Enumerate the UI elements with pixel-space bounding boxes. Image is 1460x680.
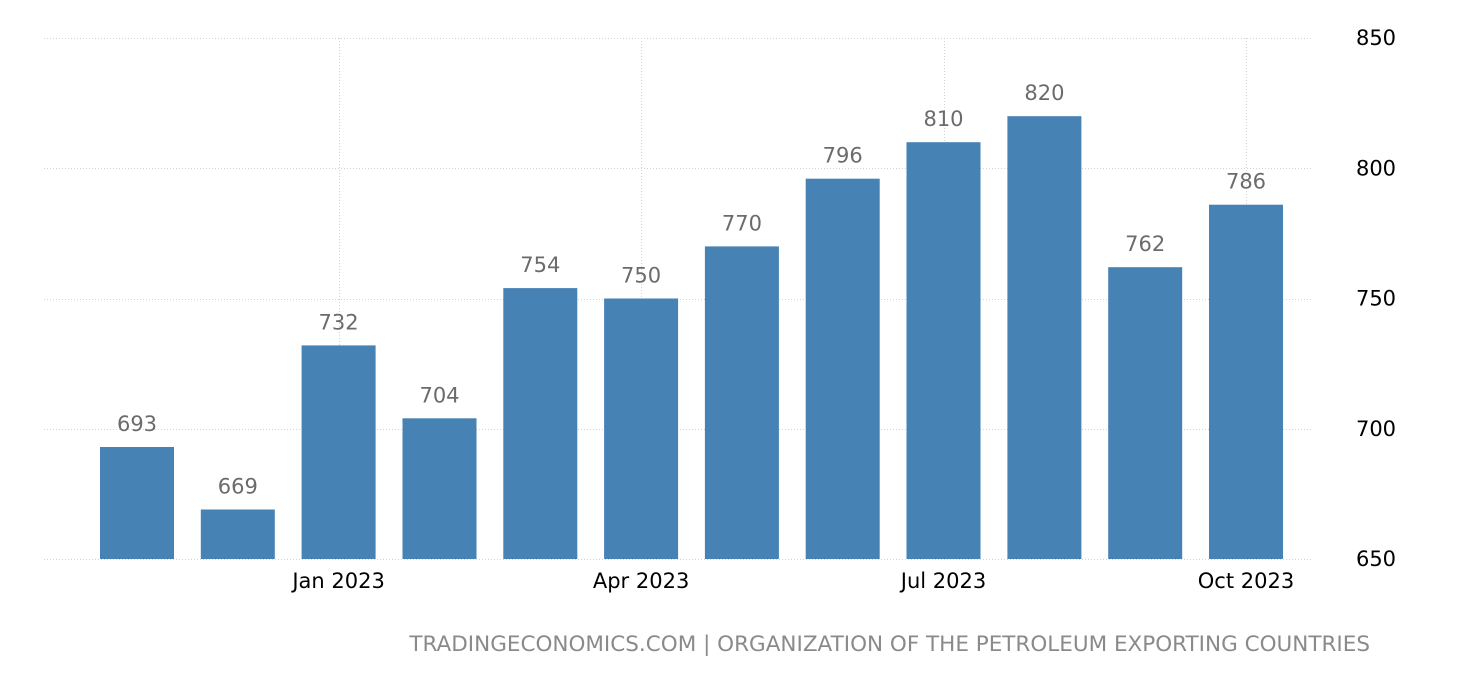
x-axis-tick-labels: Jan 2023 Apr 2023 Jul 2023 Oct 2023 xyxy=(290,569,1294,593)
x-tick-label-oct-2023: Oct 2023 xyxy=(1198,569,1294,593)
bar-may-2023 xyxy=(704,246,779,559)
bars xyxy=(100,116,1283,559)
bar-dec-2022 xyxy=(200,509,275,559)
y-tick-label-800: 800 xyxy=(1356,156,1396,180)
x-tick-label-jan-2023: Jan 2023 xyxy=(290,569,385,593)
bar-sep-2023 xyxy=(1108,267,1183,559)
y-tick-label-750: 750 xyxy=(1356,287,1396,311)
data-label-may-2023: 770 xyxy=(722,211,762,235)
data-label-nov-2022: 693 xyxy=(117,412,157,436)
data-label-sep-2023: 762 xyxy=(1125,232,1165,256)
bar-jan-2023 xyxy=(301,345,376,559)
y-tick-label-650: 650 xyxy=(1356,547,1396,571)
y-tick-label-700: 700 xyxy=(1356,417,1396,441)
data-labels: 693 669 732 704 754 750 770 796 810 820 762 786 xyxy=(117,81,1266,498)
data-label-oct-2023: 786 xyxy=(1226,170,1266,194)
data-label-mar-2023: 754 xyxy=(520,253,560,277)
bar-apr-2023 xyxy=(604,298,679,559)
data-label-dec-2022: 669 xyxy=(218,475,258,499)
data-label-jul-2023: 810 xyxy=(923,107,963,131)
y-axis-tick-labels: 650 700 750 800 850 xyxy=(1356,26,1396,571)
data-label-apr-2023: 750 xyxy=(621,264,661,288)
source-credit: TRADINGECONOMICS.COM | ORGANIZATION OF T… xyxy=(408,632,1370,657)
data-label-aug-2023: 820 xyxy=(1024,81,1064,105)
bar-aug-2023 xyxy=(1007,116,1082,559)
bar-oct-2023 xyxy=(1209,204,1283,559)
data-label-feb-2023: 704 xyxy=(419,383,459,407)
x-tick-label-jul-2023: Jul 2023 xyxy=(899,569,986,593)
y-tick-label-850: 850 xyxy=(1356,26,1396,50)
data-label-jun-2023: 796 xyxy=(823,144,863,168)
x-tick-label-apr-2023: Apr 2023 xyxy=(593,569,689,593)
bar-mar-2023 xyxy=(503,288,578,559)
data-label-jan-2023: 732 xyxy=(319,310,359,334)
bar-jul-2023 xyxy=(906,142,981,559)
bar-feb-2023 xyxy=(402,418,477,559)
bar-nov-2022 xyxy=(100,447,174,559)
bar-jun-2023 xyxy=(805,178,880,559)
